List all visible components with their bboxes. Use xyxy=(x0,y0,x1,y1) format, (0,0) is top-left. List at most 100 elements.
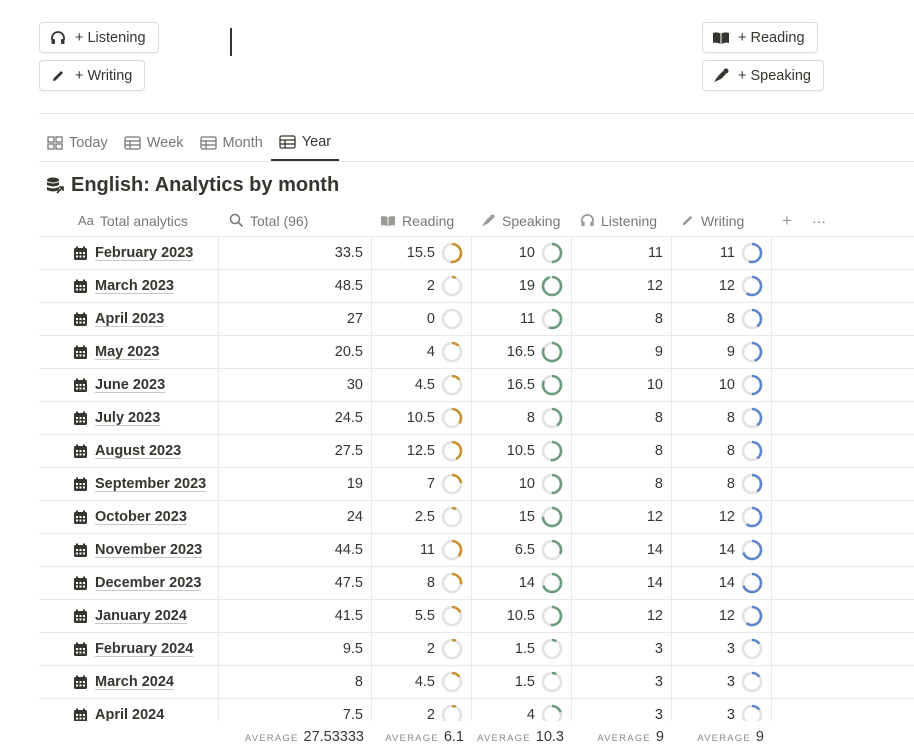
row-name-cell[interactable]: November 2023 xyxy=(39,534,219,566)
row-name-cell[interactable]: May 2023 xyxy=(39,336,219,368)
row-writing-cell[interactable]: 10 xyxy=(672,369,772,401)
row-reading-cell[interactable]: 8 xyxy=(372,567,472,599)
table-row[interactable]: November 2023 44.5 11 6.5 14 14 xyxy=(39,534,914,567)
row-total-cell[interactable]: 48.5 xyxy=(219,270,372,302)
row-name-link[interactable]: January 2024 xyxy=(95,608,187,624)
table-row[interactable]: April 2023 27 0 11 8 8 xyxy=(39,303,914,336)
row-speaking-cell[interactable]: 1.5 xyxy=(472,666,572,698)
row-reading-cell[interactable]: 2 xyxy=(372,633,472,665)
row-listening-cell[interactable]: 8 xyxy=(572,402,672,434)
row-speaking-cell[interactable]: 1.5 xyxy=(472,633,572,665)
row-name-link[interactable]: September 2023 xyxy=(95,476,207,492)
row-reading-cell[interactable]: 11 xyxy=(372,534,472,566)
footer-speaking-average[interactable]: AVERAGE 10.3 xyxy=(472,729,564,747)
row-writing-cell[interactable]: 8 xyxy=(672,468,772,500)
row-name-link[interactable]: December 2023 xyxy=(95,575,202,591)
row-listening-cell[interactable]: 3 xyxy=(572,699,672,721)
row-total-cell[interactable]: 7.5 xyxy=(219,699,372,721)
row-listening-cell[interactable]: 12 xyxy=(572,501,672,533)
column-header-name[interactable]: Aa Total analytics xyxy=(78,205,188,236)
row-name-cell[interactable]: August 2023 xyxy=(39,435,219,467)
row-total-cell[interactable]: 9.5 xyxy=(219,633,372,665)
row-listening-cell[interactable]: 3 xyxy=(572,633,672,665)
row-name-link[interactable]: February 2024 xyxy=(95,641,194,657)
footer-reading-average[interactable]: AVERAGE 6.1 xyxy=(372,729,464,747)
row-name-cell[interactable]: April 2024 xyxy=(39,699,219,721)
table-row[interactable]: December 2023 47.5 8 14 14 14 xyxy=(39,567,914,600)
tab-week[interactable]: Week xyxy=(116,125,192,161)
row-listening-cell[interactable]: 14 xyxy=(572,534,672,566)
table-row[interactable]: May 2023 20.5 4 16.5 9 9 xyxy=(39,336,914,369)
row-speaking-cell[interactable]: 4 xyxy=(472,699,572,721)
row-name-cell[interactable]: March 2023 xyxy=(39,270,219,302)
row-name-link[interactable]: June 2023 xyxy=(95,377,166,393)
row-name-cell[interactable]: September 2023 xyxy=(39,468,219,500)
row-name-cell[interactable]: April 2023 xyxy=(39,303,219,335)
view-title[interactable]: English: Analytics by month xyxy=(45,174,339,197)
row-speaking-cell[interactable]: 10.5 xyxy=(472,600,572,632)
row-listening-cell[interactable]: 8 xyxy=(572,303,672,335)
row-name-cell[interactable]: February 2023 xyxy=(39,237,219,269)
row-listening-cell[interactable]: 11 xyxy=(572,237,672,269)
row-writing-cell[interactable]: 3 xyxy=(672,699,772,721)
row-speaking-cell[interactable]: 14 xyxy=(472,567,572,599)
row-speaking-cell[interactable]: 8 xyxy=(472,402,572,434)
row-reading-cell[interactable]: 5.5 xyxy=(372,600,472,632)
row-total-cell[interactable]: 30 xyxy=(219,369,372,401)
add-listening-button[interactable]: + Listening xyxy=(39,22,159,53)
row-listening-cell[interactable]: 12 xyxy=(572,600,672,632)
row-listening-cell[interactable]: 12 xyxy=(572,270,672,302)
row-writing-cell[interactable]: 14 xyxy=(672,567,772,599)
column-header-listening[interactable]: Listening xyxy=(580,205,657,236)
table-row[interactable]: February 2024 9.5 2 1.5 3 3 xyxy=(39,633,914,666)
row-writing-cell[interactable]: 8 xyxy=(672,303,772,335)
column-header-speaking[interactable]: Speaking xyxy=(480,205,560,236)
row-reading-cell[interactable]: 2 xyxy=(372,699,472,721)
row-reading-cell[interactable]: 12.5 xyxy=(372,435,472,467)
table-row[interactable]: September 2023 19 7 10 8 8 xyxy=(39,468,914,501)
row-name-link[interactable]: April 2023 xyxy=(95,311,165,327)
row-reading-cell[interactable]: 2.5 xyxy=(372,501,472,533)
table-row[interactable]: March 2023 48.5 2 19 12 12 xyxy=(39,270,914,303)
row-reading-cell[interactable]: 7 xyxy=(372,468,472,500)
more-options-button[interactable]: ··· xyxy=(812,205,826,236)
row-listening-cell[interactable]: 10 xyxy=(572,369,672,401)
row-total-cell[interactable]: 41.5 xyxy=(219,600,372,632)
table-row[interactable]: April 2024 7.5 2 4 3 3 xyxy=(39,699,914,721)
row-writing-cell[interactable]: 9 xyxy=(672,336,772,368)
row-total-cell[interactable]: 33.5 xyxy=(219,237,372,269)
row-name-cell[interactable]: October 2023 xyxy=(39,501,219,533)
row-total-cell[interactable]: 47.5 xyxy=(219,567,372,599)
row-listening-cell[interactable]: 3 xyxy=(572,666,672,698)
row-writing-cell[interactable]: 12 xyxy=(672,270,772,302)
row-total-cell[interactable]: 24.5 xyxy=(219,402,372,434)
row-reading-cell[interactable]: 10.5 xyxy=(372,402,472,434)
table-row[interactable]: March 2024 8 4.5 1.5 3 3 xyxy=(39,666,914,699)
row-total-cell[interactable]: 24 xyxy=(219,501,372,533)
row-total-cell[interactable]: 44.5 xyxy=(219,534,372,566)
table-row[interactable]: October 2023 24 2.5 15 12 12 xyxy=(39,501,914,534)
row-name-link[interactable]: May 2023 xyxy=(95,344,160,360)
row-listening-cell[interactable]: 8 xyxy=(572,435,672,467)
row-speaking-cell[interactable]: 16.5 xyxy=(472,369,572,401)
row-speaking-cell[interactable]: 19 xyxy=(472,270,572,302)
row-speaking-cell[interactable]: 16.5 xyxy=(472,336,572,368)
row-writing-cell[interactable]: 8 xyxy=(672,402,772,434)
row-speaking-cell[interactable]: 15 xyxy=(472,501,572,533)
row-name-link[interactable]: March 2024 xyxy=(95,674,174,690)
row-name-cell[interactable]: June 2023 xyxy=(39,369,219,401)
row-name-cell[interactable]: January 2024 xyxy=(39,600,219,632)
row-listening-cell[interactable]: 8 xyxy=(572,468,672,500)
add-speaking-button[interactable]: + Speaking xyxy=(702,60,824,91)
column-header-writing[interactable]: Writing xyxy=(680,205,744,236)
add-column-button[interactable]: + xyxy=(782,205,792,236)
row-reading-cell[interactable]: 15.5 xyxy=(372,237,472,269)
tab-month[interactable]: Month xyxy=(192,125,271,161)
footer-writing-average[interactable]: AVERAGE 9 xyxy=(672,729,764,747)
row-reading-cell[interactable]: 0 xyxy=(372,303,472,335)
row-writing-cell[interactable]: 14 xyxy=(672,534,772,566)
row-listening-cell[interactable]: 9 xyxy=(572,336,672,368)
row-reading-cell[interactable]: 4.5 xyxy=(372,369,472,401)
row-name-cell[interactable]: February 2024 xyxy=(39,633,219,665)
row-writing-cell[interactable]: 8 xyxy=(672,435,772,467)
